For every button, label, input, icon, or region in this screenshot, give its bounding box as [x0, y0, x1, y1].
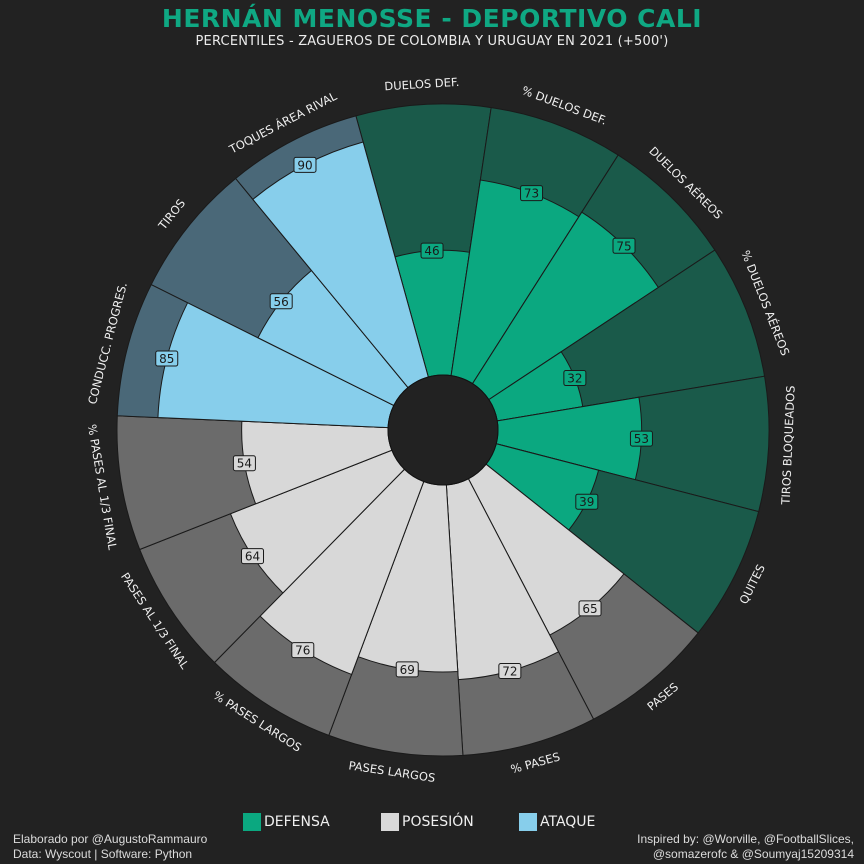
value-label-pases: 65 [582, 602, 597, 616]
credits-right: Inspired by: @Worville, @FootballSlices,… [637, 832, 854, 862]
value-badge-duelos-def [420, 242, 444, 259]
legend-label-defensa: DEFENSA [264, 814, 330, 830]
value-label-toques-area-rival: 90 [297, 158, 312, 172]
center-hole [387, 374, 499, 486]
value-badge-pases-al-1-3-final [232, 455, 256, 472]
value-badge-duelos-def [520, 185, 544, 202]
value-label-tiros: 56 [274, 295, 289, 309]
value-label-duelos-aereos: 75 [616, 239, 631, 253]
param-label-duelos-def: DUELOS DEF. [384, 75, 460, 94]
param-label-pases: % PASES [509, 749, 561, 776]
value-badge-tiros-bloqueados [629, 430, 653, 447]
chart-subtitle: PERCENTILES - ZAGUEROS DE COLOMBIA Y URU… [195, 34, 669, 49]
value-badge-duelos-aereos [612, 237, 636, 254]
value-badge-conducc-progres [155, 350, 179, 367]
value-label-pases-al-1-3-final: 54 [237, 457, 252, 471]
value-label-pases-al-1-3-final: 64 [245, 550, 260, 564]
value-label-conducc-progres: 85 [159, 352, 174, 366]
value-badge-pases-largos [395, 661, 419, 678]
legend-swatch-posesion [381, 813, 399, 831]
param-label-pases-al-1-3-final: % PASES AL 1/3 FINAL [85, 423, 120, 551]
value-badge-quites [575, 493, 599, 510]
value-label-duelos-def: 73 [524, 187, 539, 201]
value-label-quites: 39 [579, 495, 594, 509]
value-label-pases-largos: 76 [295, 644, 310, 658]
value-label-pases-largos: 69 [400, 663, 415, 677]
credit-inspired-2: @somazerofc & @Soumyaj15209314 [652, 847, 854, 861]
credit-data-source: Data: Wyscout | Software: Python [13, 847, 193, 861]
chart-title: HERNÁN MENOSSE - DEPORTIVO CALI [161, 4, 703, 33]
legend-item-ataque: ATAQUE [519, 812, 595, 832]
value-badge-duelos-aereos [563, 370, 587, 387]
value-label-tiros-bloqueados: 53 [634, 432, 649, 446]
value-badge-pases [578, 600, 602, 617]
value-label-pases: 72 [502, 665, 517, 679]
param-label-quites: QUITES [736, 562, 767, 606]
value-badge-toques-area-rival [293, 156, 317, 173]
legend-item-posesion: POSESIÓN [381, 812, 474, 832]
credit-author: Elaborado por @AugustoRammauro [13, 832, 208, 846]
param-label-tiros: TIROS [155, 196, 188, 233]
value-badge-pases [498, 663, 522, 680]
param-label-pases-largos: PASES LARGOS [348, 758, 437, 785]
legend-label-posesion: POSESIÓN [402, 814, 474, 830]
legend: DEFENSA POSESIÓN ATAQUE [0, 812, 864, 832]
legend-swatch-defensa [243, 813, 261, 831]
value-badge-tiros [269, 293, 293, 310]
credits-left: Elaborado por @AugustoRammauro Data: Wys… [13, 832, 207, 862]
legend-swatch-ataque [519, 813, 537, 831]
param-label-pases: PASES [644, 680, 681, 714]
credit-inspired-1: Inspired by: @Worville, @FootballSlices, [637, 832, 854, 846]
value-badge-pases-al-1-3-final [241, 548, 265, 565]
value-badge-pases-largos [291, 642, 315, 659]
param-label-tiros-bloqueados: TIROS BLOQUEADOS [779, 385, 798, 506]
legend-item-defensa: DEFENSA [243, 812, 330, 832]
value-label-duelos-aereos: 32 [567, 372, 582, 386]
value-label-duelos-def: 46 [424, 244, 439, 258]
legend-label-ataque: ATAQUE [540, 814, 596, 830]
